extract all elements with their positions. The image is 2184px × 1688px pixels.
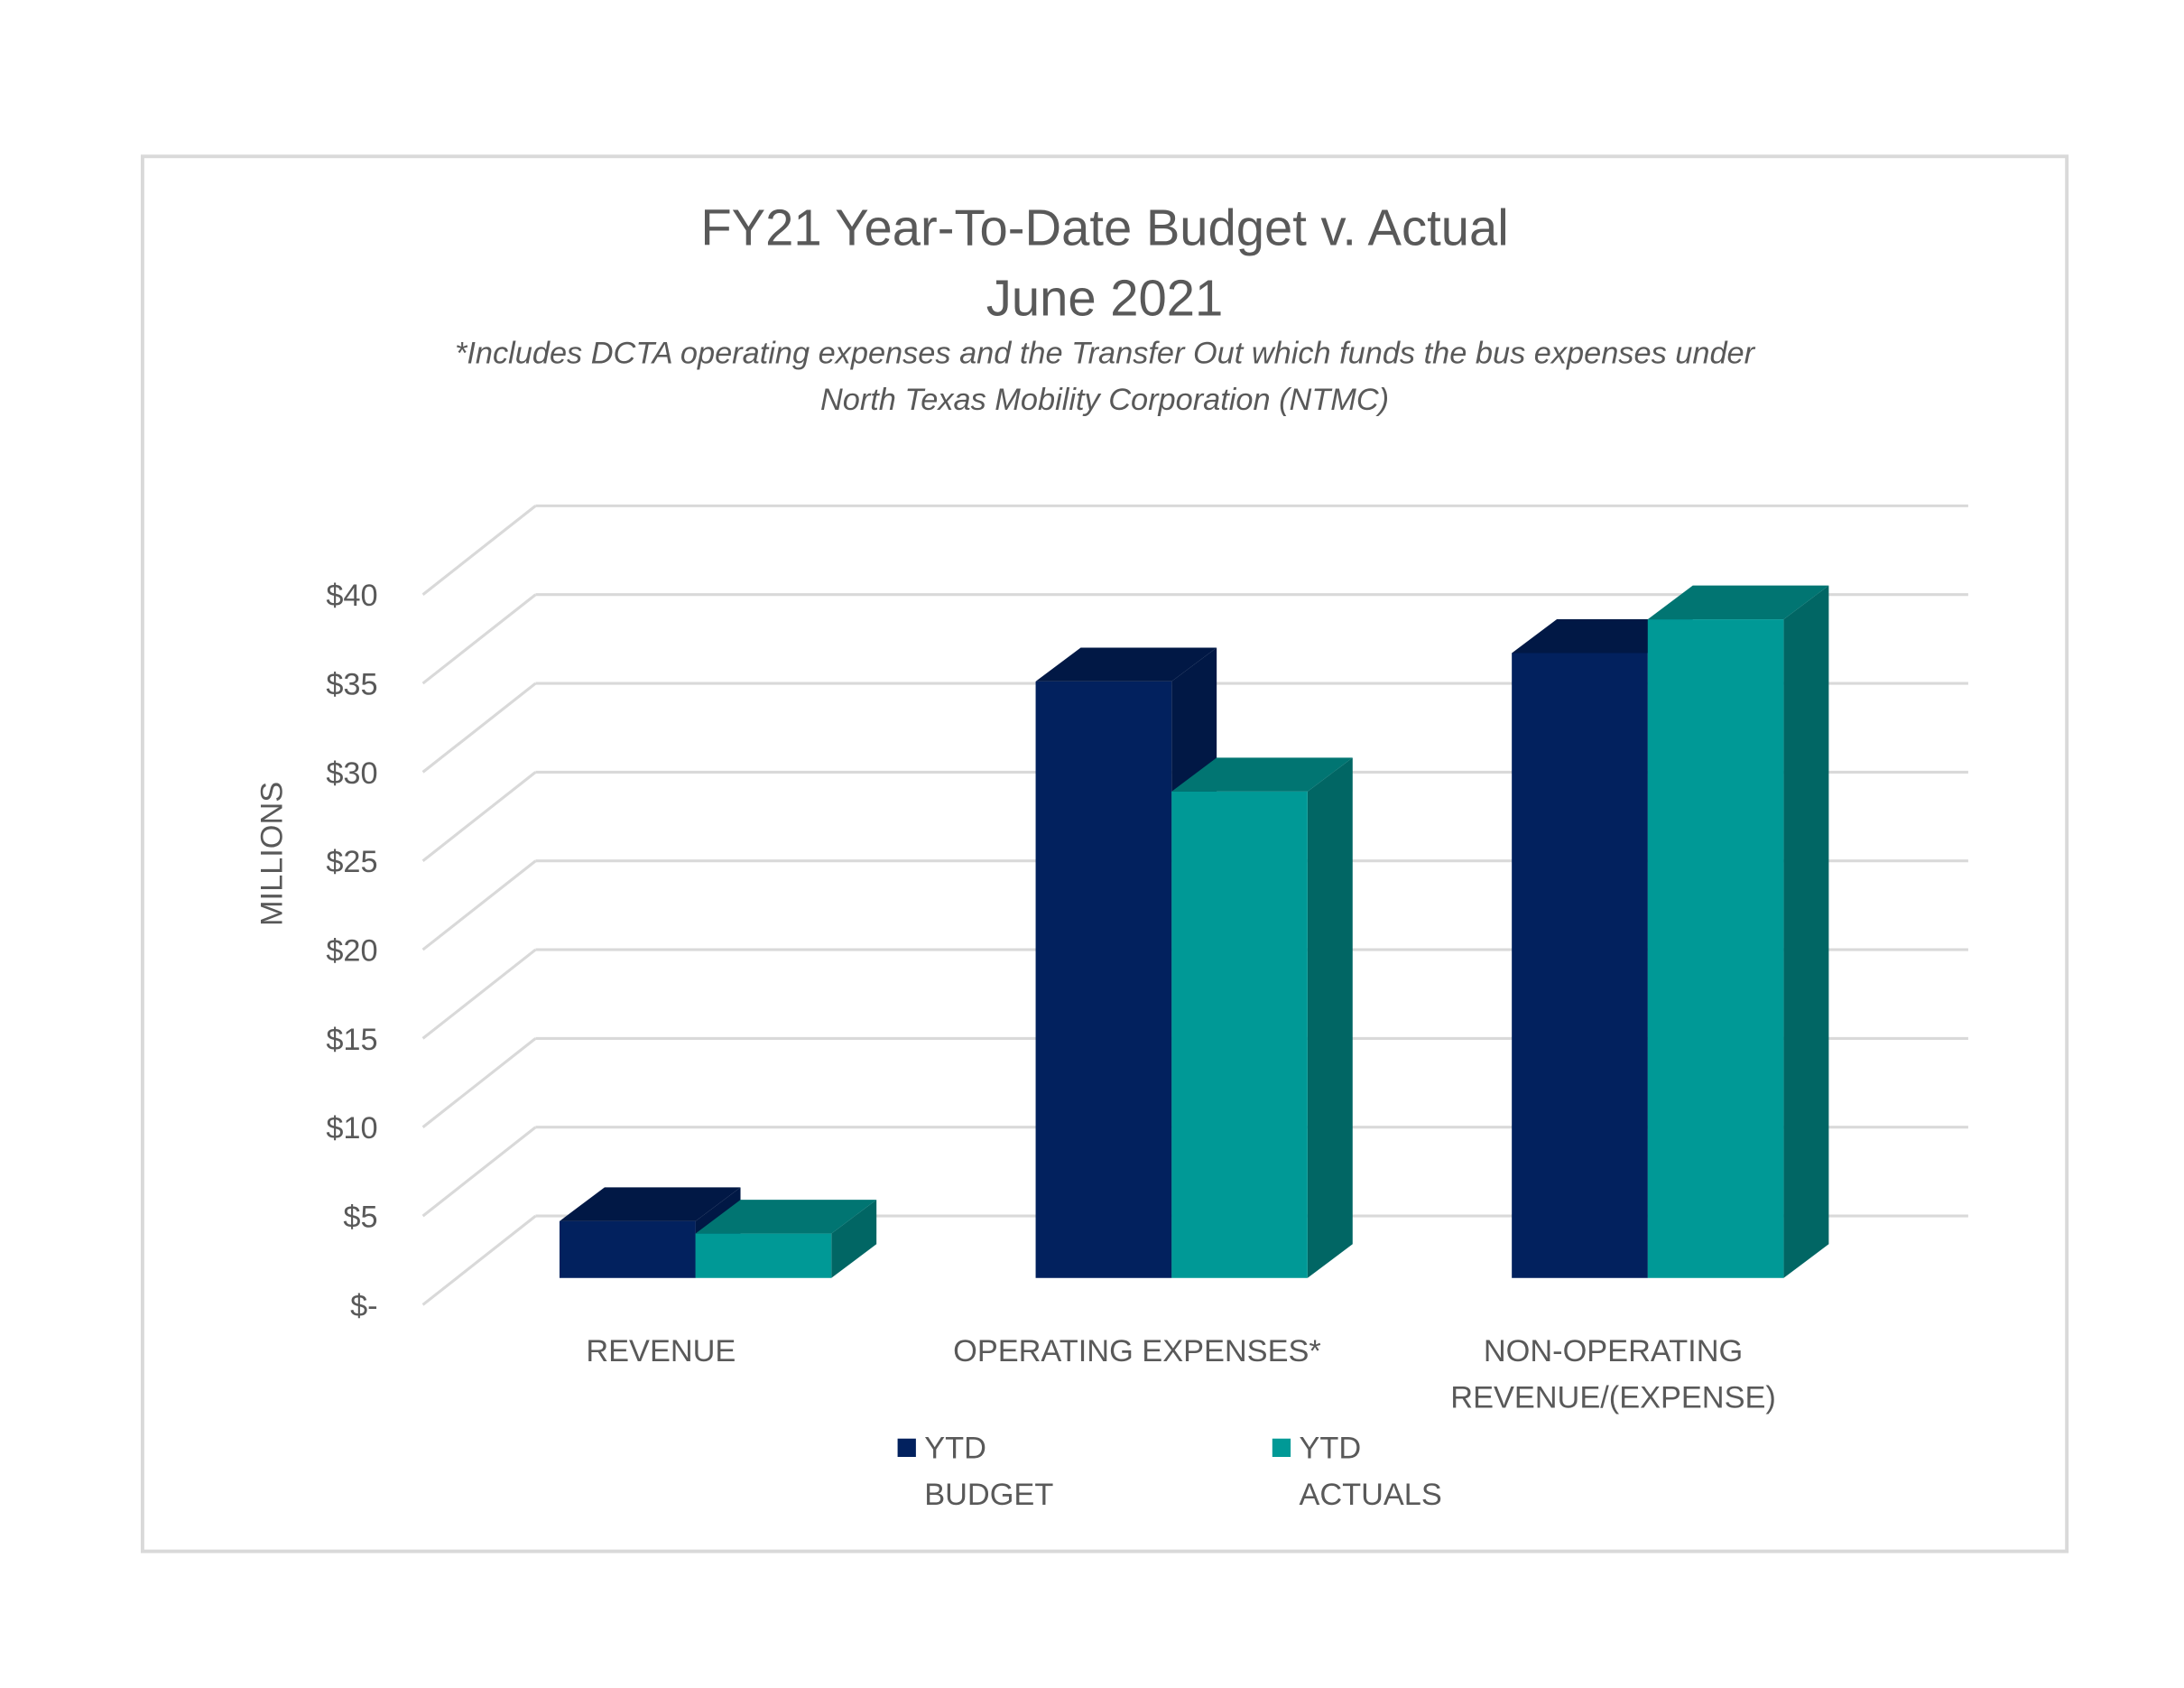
bar-top bbox=[1035, 647, 1217, 682]
gridline-depth bbox=[421, 1126, 537, 1218]
y-axis-label: MILLIONS bbox=[254, 782, 289, 926]
bar-ytd-budget bbox=[1512, 653, 1648, 1278]
bar-ytd-budget bbox=[1035, 681, 1172, 1278]
legend-label: BUDGET bbox=[924, 1478, 1053, 1512]
legend: YTD BUDGET YTD ACTUALS bbox=[897, 1432, 1442, 1512]
bar-side bbox=[831, 1200, 877, 1278]
y-tick-label: $20 bbox=[326, 934, 377, 969]
gridline-depth bbox=[421, 859, 537, 951]
legend-label: ACTUALS bbox=[1299, 1478, 1441, 1512]
gridline-depth bbox=[421, 1037, 537, 1128]
bar-side bbox=[1783, 585, 1829, 1278]
category-labels: REVENUE OPERATING EXPENSES* NON-OPERATING R… bbox=[586, 1334, 1775, 1415]
y-tick-label: $35 bbox=[326, 668, 377, 702]
y-tick-label: $30 bbox=[326, 756, 377, 791]
y-tick-label: $15 bbox=[326, 1023, 377, 1057]
gridline-depth bbox=[421, 771, 537, 862]
bars bbox=[559, 585, 1829, 1278]
y-tick-label: $5 bbox=[343, 1201, 377, 1235]
bar-top bbox=[695, 1200, 877, 1234]
category-label: REVENUE/(EXPENSE) bbox=[1450, 1380, 1776, 1414]
category-label: OPERATING EXPENSES* bbox=[953, 1334, 1321, 1368]
y-tick-labels: $- $5 $10 $15 $20 $25 $30 $35 $40 bbox=[326, 579, 377, 1323]
chart-subtitle: June 2021 bbox=[986, 270, 1223, 327]
y-tick-label: $- bbox=[350, 1289, 378, 1323]
legend-swatch bbox=[897, 1438, 916, 1458]
y-tick-label: $25 bbox=[326, 845, 377, 879]
chart-note-line-2: North Texas Mobility Corporation (NTMC) bbox=[820, 383, 1389, 417]
bar-side bbox=[1307, 757, 1353, 1278]
bar-top bbox=[559, 1187, 741, 1221]
legend-label: YTD bbox=[924, 1432, 986, 1466]
bar-top bbox=[1171, 757, 1353, 792]
chart-note-line-1: *Includes DCTA operating expenses and th… bbox=[455, 337, 1756, 371]
gridline-depth bbox=[421, 682, 537, 774]
bar-ytd-actuals bbox=[1171, 791, 1308, 1278]
bar-ytd-actuals bbox=[1647, 619, 1784, 1278]
legend-label: YTD bbox=[1299, 1432, 1361, 1466]
bar-ytd-budget bbox=[559, 1220, 696, 1278]
bar-top bbox=[1512, 618, 1693, 654]
gridline-depth bbox=[421, 593, 537, 685]
gridline-depth bbox=[421, 1214, 537, 1306]
bar-ytd-actuals bbox=[695, 1233, 832, 1278]
chart-title: FY21 Year-To-Date Budget v. Actual bbox=[700, 199, 1508, 256]
legend-swatch bbox=[1272, 1438, 1291, 1458]
gridline-depth bbox=[421, 948, 537, 1040]
category-label: REVENUE bbox=[586, 1334, 736, 1368]
category-label: NON-OPERATING bbox=[1484, 1334, 1743, 1368]
y-tick-label: $10 bbox=[326, 1111, 377, 1145]
gridline-depth bbox=[421, 505, 537, 596]
bar-top bbox=[1647, 585, 1829, 620]
y-tick-label: $40 bbox=[326, 579, 377, 613]
